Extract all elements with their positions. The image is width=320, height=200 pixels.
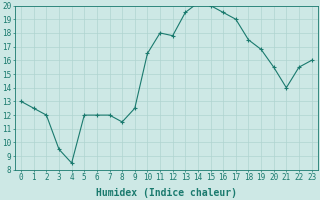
- X-axis label: Humidex (Indice chaleur): Humidex (Indice chaleur): [96, 188, 237, 198]
